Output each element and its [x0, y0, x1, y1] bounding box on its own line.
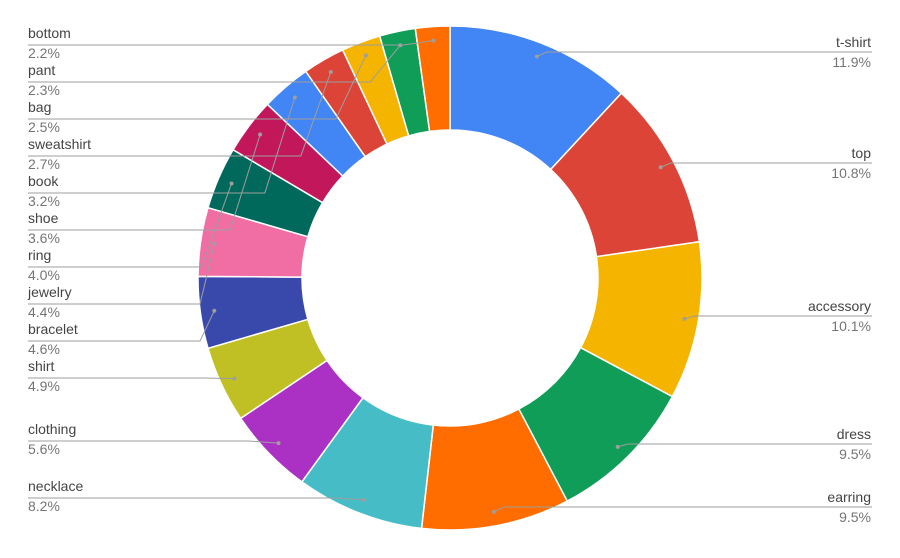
- label-name-bottom: bottom: [28, 25, 71, 41]
- label-name-bag: bag: [28, 99, 51, 115]
- label-name-sweatshirt: sweatshirt: [28, 136, 91, 152]
- leader-line-ring: [28, 183, 233, 268]
- leader-dot-earring: [491, 509, 496, 514]
- label-pct-dress: 9.5%: [839, 446, 871, 462]
- leader-line-dress: [617, 443, 872, 448]
- label-pct-bag: 2.5%: [28, 119, 60, 135]
- label-pct-t-shirt: 11.9%: [832, 54, 871, 70]
- label-pct-accessory: 10.1%: [831, 318, 871, 334]
- leader-line-bracelet: [28, 310, 215, 342]
- label-pct-jewelry: 4.4%: [28, 304, 60, 320]
- label-pct-shirt: 4.9%: [28, 378, 60, 394]
- leader-line-jewelry: [28, 243, 215, 305]
- leader-line-clothing: [28, 440, 279, 444]
- label-name-shoe: shoe: [28, 210, 59, 226]
- label-pct-shoe: 3.6%: [28, 230, 60, 246]
- slice-bottom[interactable]: [414, 25, 451, 133]
- label-name-necklace: necklace: [28, 478, 83, 494]
- label-pct-bracelet: 4.6%: [28, 341, 60, 357]
- label-name-bracelet: bracelet: [28, 321, 78, 337]
- leader-line-earring: [493, 506, 872, 513]
- leader-line-shoe: [28, 134, 261, 231]
- label-pct-necklace: 8.2%: [28, 498, 60, 514]
- label-name-jewelry: jewelry: [27, 284, 72, 300]
- label-pct-top: 10.8%: [831, 165, 871, 181]
- labels-group: t-shirt 11.9% top 10.8% accessory 10.1% dress 9…: [27, 25, 871, 525]
- label-name-ring: ring: [28, 247, 51, 263]
- label-pct-pant: 2.3%: [28, 82, 60, 98]
- label-pct-ring: 4.0%: [28, 267, 60, 283]
- leader-line-necklace: [28, 497, 364, 501]
- leader-line-shirt: [28, 377, 235, 380]
- leader-line-book: [28, 97, 296, 194]
- label-pct-book: 3.2%: [28, 193, 60, 209]
- label-pct-bottom: 2.2%: [28, 45, 60, 61]
- leader-line-accessory: [684, 315, 872, 320]
- label-name-dress: dress: [837, 426, 871, 442]
- label-name-earring: earring: [827, 489, 871, 505]
- label-pct-sweatshirt: 2.7%: [28, 156, 60, 172]
- label-name-book: book: [28, 173, 59, 189]
- leader-line-bottom: [28, 40, 434, 46]
- label-pct-clothing: 5.6%: [28, 441, 60, 457]
- label-name-pant: pant: [28, 62, 55, 78]
- label-name-shirt: shirt: [28, 358, 55, 374]
- leader-line-pant: [28, 44, 401, 83]
- label-name-t-shirt: t-shirt: [836, 34, 871, 50]
- label-name-top: top: [852, 145, 872, 161]
- leader-line-t-shirt: [536, 51, 872, 57]
- label-pct-earring: 9.5%: [839, 509, 871, 525]
- leader-line-sweatshirt: [28, 71, 332, 157]
- leader-line-bag: [28, 55, 367, 120]
- leader-line-top: [660, 162, 872, 168]
- label-name-accessory: accessory: [808, 298, 871, 314]
- leader-lines-group: [28, 38, 872, 514]
- label-name-clothing: clothing: [28, 421, 76, 437]
- slices-group: [197, 25, 703, 531]
